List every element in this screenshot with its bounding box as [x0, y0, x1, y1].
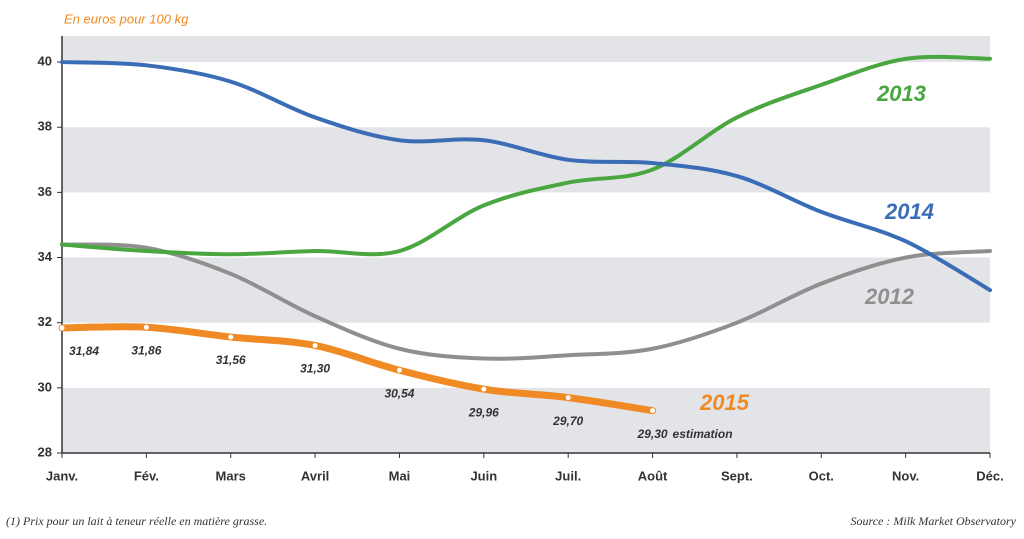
y-tick-label: 32 [38, 314, 52, 329]
y-tick-label: 28 [38, 444, 52, 459]
value-label: 29,70 [552, 414, 583, 428]
y-tick-label: 40 [38, 54, 52, 69]
value-label: 31,84 [69, 344, 99, 358]
x-tick-label: Oct. [809, 468, 834, 483]
x-tick-label: Déc. [976, 468, 1003, 483]
x-tick-label: Nov. [892, 468, 919, 483]
x-tick-label: Juil. [555, 468, 581, 483]
y-tick-label: 36 [38, 184, 52, 199]
x-tick-label: Mars [216, 468, 246, 483]
y-axis-label: En euros pour 100 kg [64, 11, 189, 26]
series-line [60, 54, 992, 257]
value-label: 30,54 [384, 386, 414, 400]
x-tick-label: Juin [470, 468, 497, 483]
value-label: 31,86 [131, 343, 161, 357]
point [59, 325, 65, 331]
point [143, 324, 149, 330]
point [312, 342, 318, 348]
series-line [60, 60, 992, 293]
y-tick-label: 34 [38, 249, 53, 264]
series-line [60, 242, 992, 361]
footnote: (1) Prix pour un lait à teneur réelle en… [6, 514, 267, 528]
x-tick-label: Fév. [134, 468, 159, 483]
point [396, 367, 402, 373]
bands [62, 36, 990, 453]
x-tick-label: Janv. [46, 468, 78, 483]
band [62, 36, 990, 63]
point [565, 395, 571, 401]
band [62, 127, 990, 193]
point [228, 334, 234, 340]
x-tick-label: Avril [301, 468, 329, 483]
y-tick-label: 30 [38, 379, 52, 394]
point [481, 386, 487, 392]
y-tick-label: 38 [38, 119, 52, 134]
series-label: 2013 [876, 81, 926, 106]
series-label: 2014 [884, 199, 934, 224]
annotation: estimation [673, 427, 733, 441]
source: Source : Milk Market Observatory [850, 514, 1016, 528]
value-label: 29,96 [468, 405, 499, 419]
value-label: 31,56 [216, 353, 246, 367]
band [62, 387, 990, 453]
point [650, 408, 656, 414]
x-tick-label: Sept. [721, 468, 753, 483]
value-label: 29,30 [637, 427, 668, 441]
series-label: 2015 [699, 390, 750, 415]
x-tick-label: Août [638, 468, 668, 483]
series-label: 2012 [864, 284, 915, 309]
value-label: 31,30 [300, 362, 330, 376]
series-line [58, 323, 657, 415]
x-tick-label: Mai [389, 468, 411, 483]
band [62, 257, 990, 323]
